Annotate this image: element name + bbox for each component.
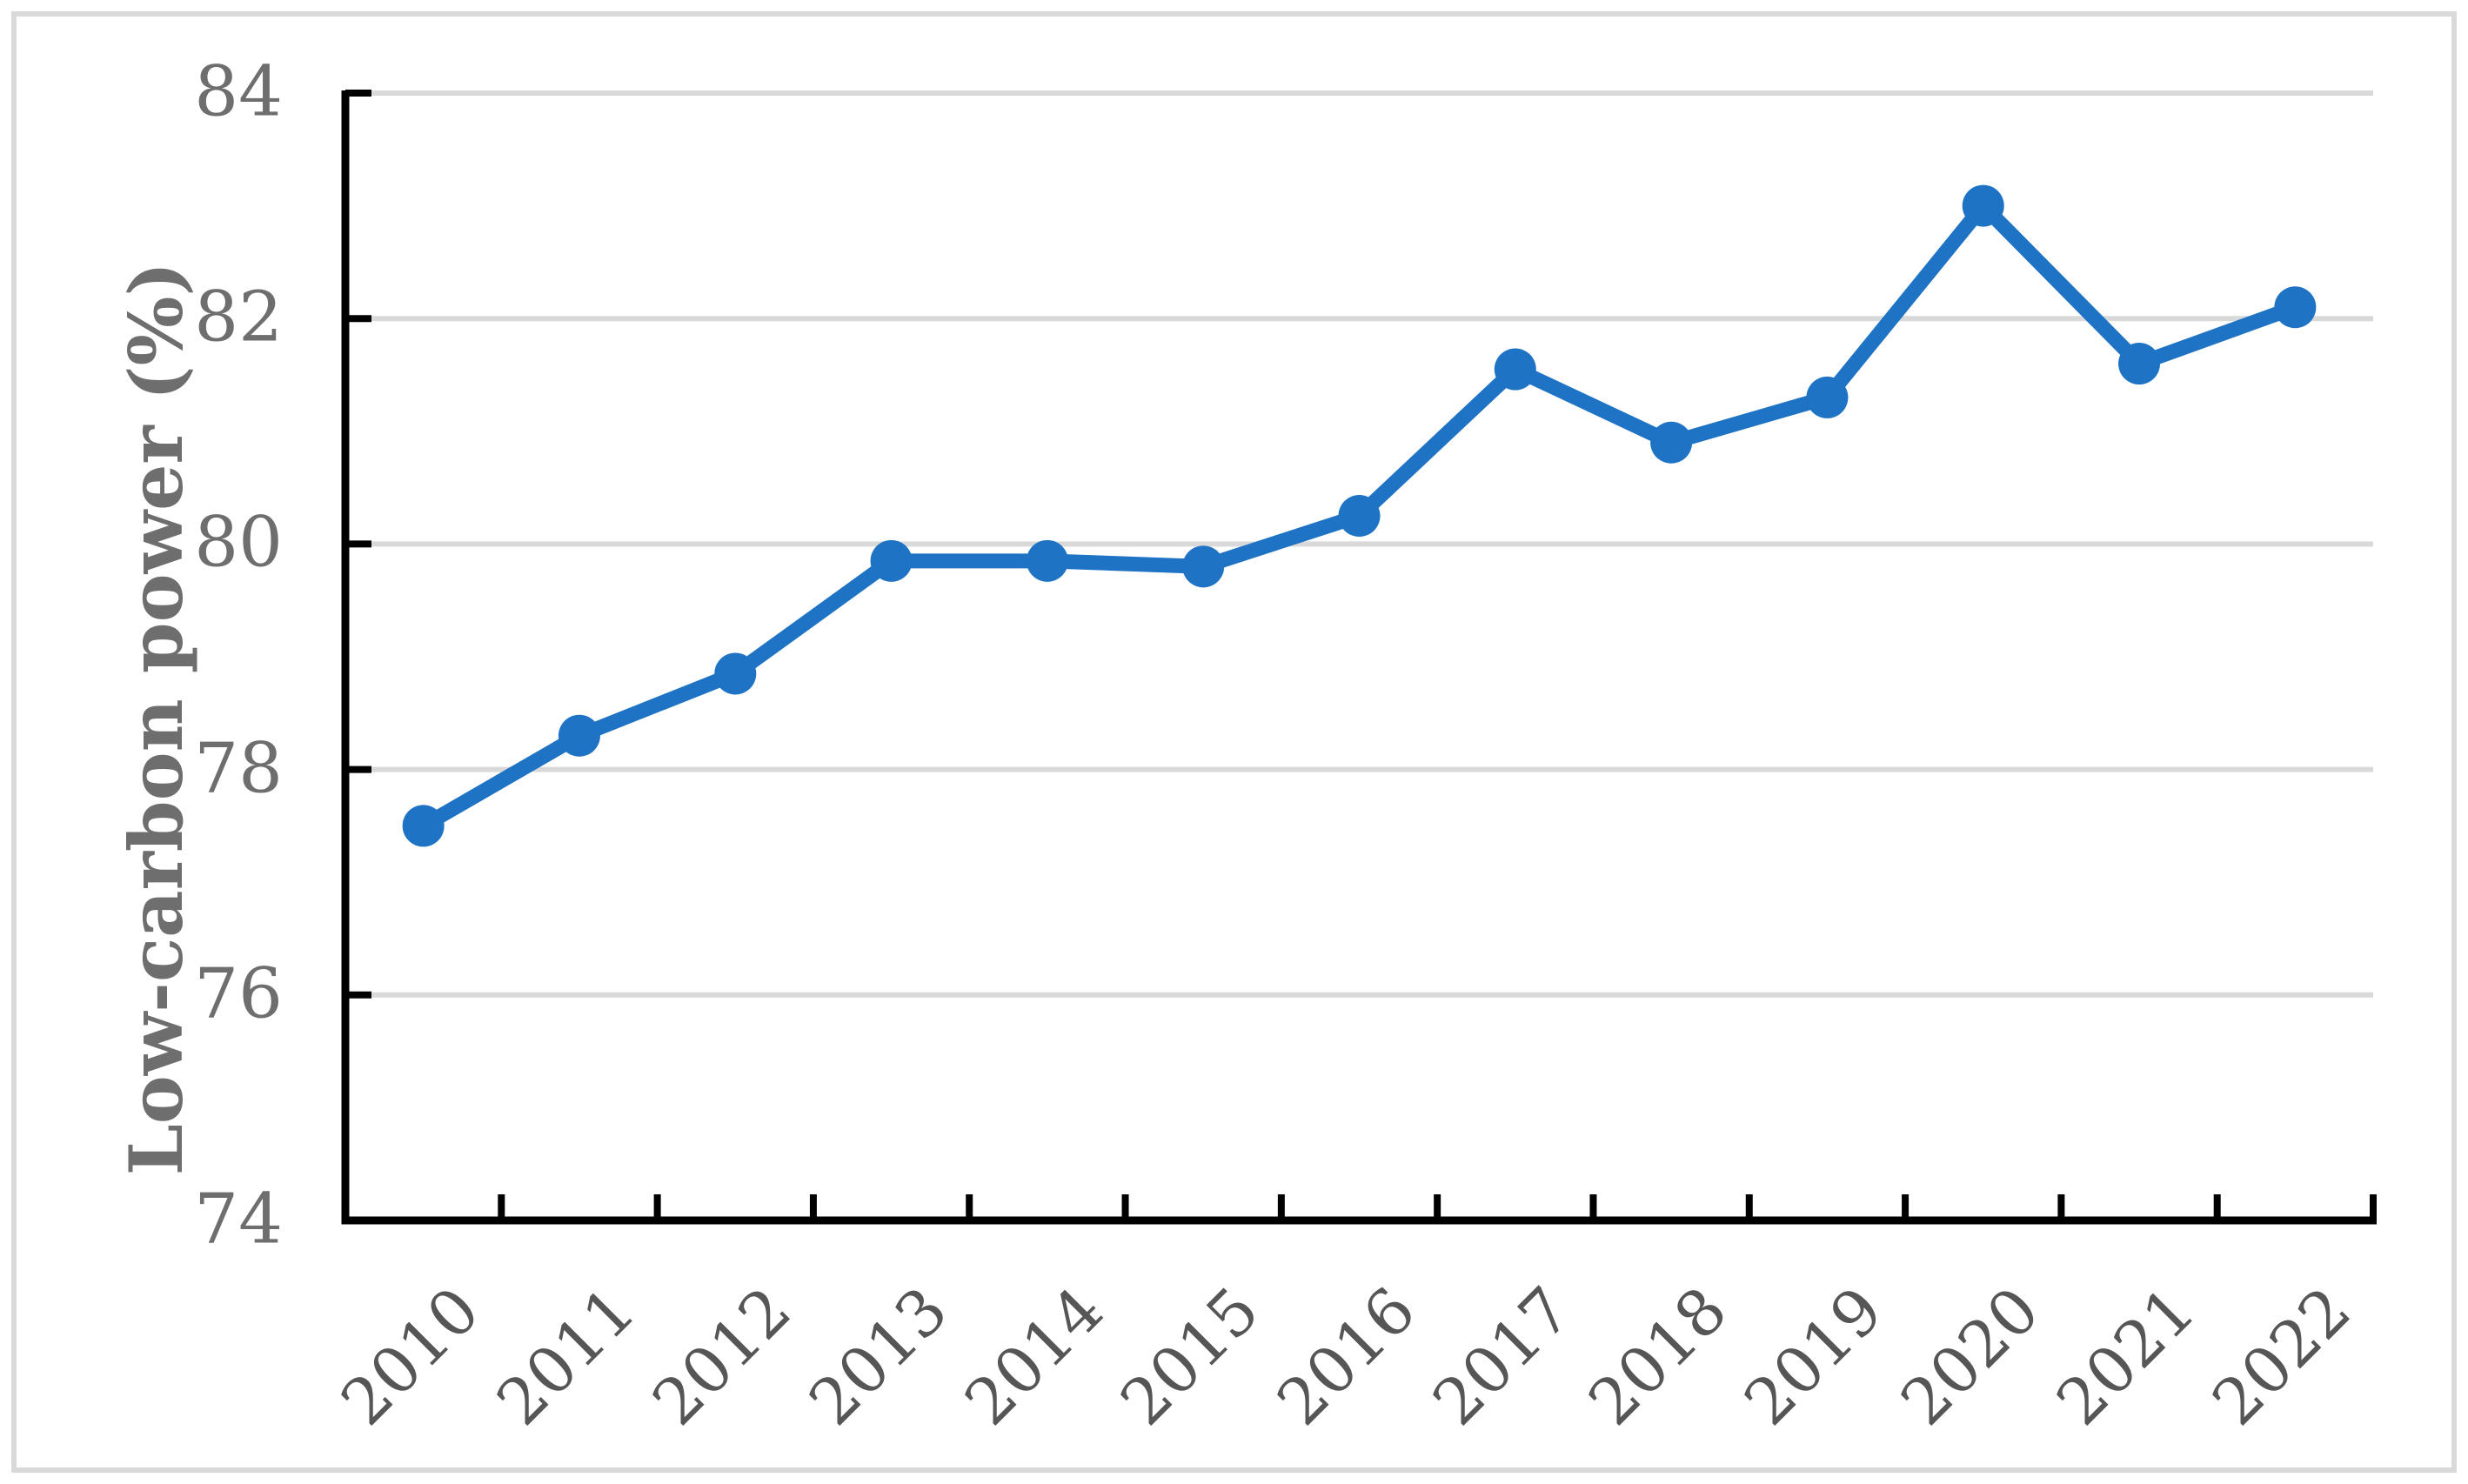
series-markers — [402, 184, 2317, 847]
data-point-2020 — [1962, 184, 2004, 227]
tick-marks — [342, 90, 2377, 1224]
y-tick-label-74: 74 — [194, 1178, 283, 1260]
data-point-2012 — [714, 652, 757, 695]
axis-spines — [341, 90, 2377, 1225]
y-tick-label-84: 84 — [194, 50, 283, 132]
y-axis-title: Low-carbon power (%) — [113, 261, 199, 1176]
data-point-2010 — [402, 805, 445, 847]
data-point-2011 — [558, 714, 600, 757]
data-point-2016 — [1338, 495, 1381, 537]
data-point-2018 — [1650, 421, 1693, 464]
data-point-2013 — [870, 539, 913, 582]
data-point-2019 — [1806, 376, 1849, 418]
figure-border — [11, 11, 2457, 1473]
data-point-2021 — [2118, 343, 2161, 385]
data-point-2014 — [1026, 539, 1068, 582]
data-point-2017 — [1494, 348, 1536, 391]
y-tick-label-82: 82 — [194, 276, 283, 358]
y-tick-label-80: 80 — [194, 501, 283, 583]
y-tick-label-78: 78 — [194, 726, 283, 808]
data-point-2022 — [2274, 286, 2317, 329]
data-point-2015 — [1182, 545, 1225, 588]
gridlines — [345, 90, 2373, 998]
y-tick-label-76: 76 — [194, 953, 283, 1034]
